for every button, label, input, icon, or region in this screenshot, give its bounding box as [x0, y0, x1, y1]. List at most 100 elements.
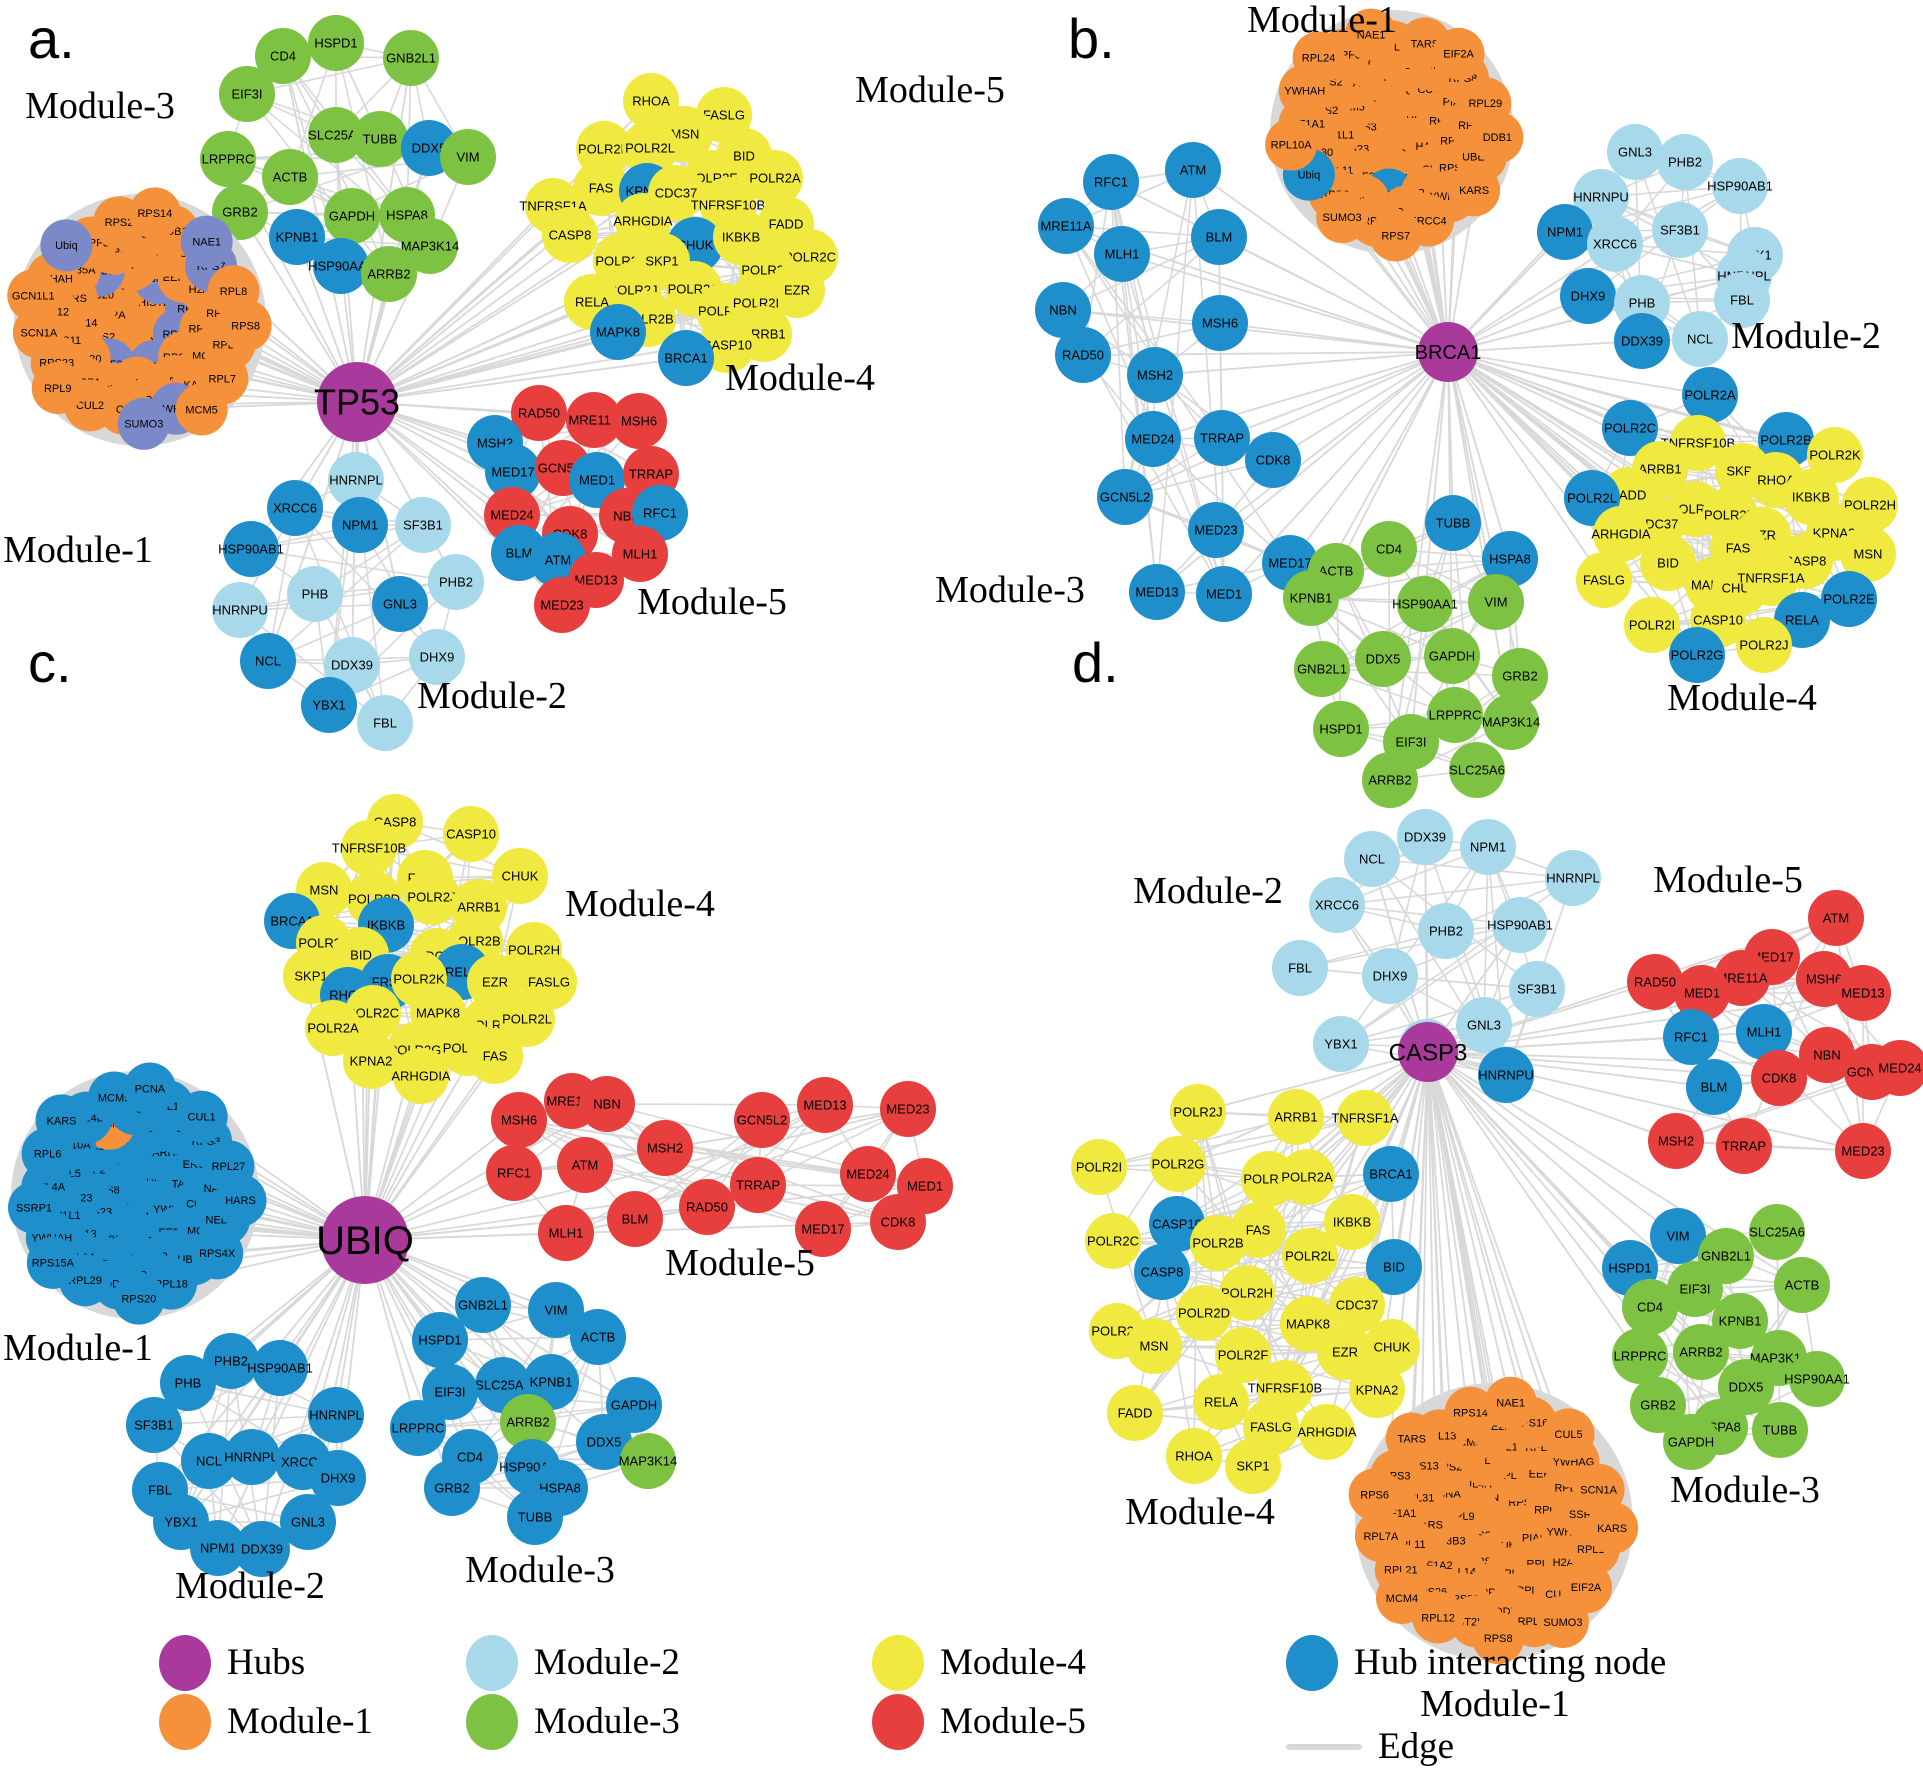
node-BLM[interactable]	[607, 1191, 663, 1247]
node-SUMO3[interactable]	[1316, 191, 1369, 244]
node-GNL3[interactable]	[1456, 997, 1512, 1053]
node-NBN[interactable]	[1035, 282, 1091, 338]
node-ATM[interactable]	[1165, 142, 1221, 198]
node-HSPA8[interactable]	[1482, 531, 1538, 587]
node-CUL5[interactable]	[1542, 1408, 1595, 1461]
node-HARS[interactable]	[214, 1174, 267, 1227]
node-GRB2[interactable]	[1630, 1377, 1686, 1433]
node-LRPPRC[interactable]	[390, 1400, 446, 1456]
hub-node-UBIQ[interactable]	[321, 1196, 409, 1284]
node-NAE1[interactable]	[1345, 8, 1398, 61]
node-SLC25A6[interactable]	[308, 107, 364, 163]
node-HSP90AA1[interactable]	[313, 238, 369, 294]
node-FAS[interactable]	[573, 160, 629, 216]
node-MCM4[interactable]	[1375, 1572, 1428, 1625]
node-RPL9[interactable]	[31, 361, 84, 414]
node-CASP10[interactable]	[443, 806, 499, 862]
node-RPS7[interactable]	[1369, 209, 1422, 262]
node-CDK8[interactable]	[1245, 432, 1301, 488]
node-CASP8[interactable]	[542, 207, 598, 263]
node-DHX9[interactable]	[1362, 948, 1418, 1004]
node-HSP90AB1[interactable]	[1712, 158, 1768, 214]
node-CHUK[interactable]	[1364, 1319, 1420, 1375]
node-NCL[interactable]	[1672, 311, 1728, 367]
node-TNFRSF1A[interactable]	[1337, 1090, 1393, 1146]
node-RPS15A[interactable]	[26, 1236, 79, 1289]
node-FBL[interactable]	[1272, 940, 1328, 996]
node-POLR2A[interactable]	[747, 150, 803, 206]
node-TRRAP[interactable]	[1716, 1118, 1772, 1174]
node-VIM[interactable]	[1650, 1208, 1706, 1264]
node-POLR2C[interactable]	[1085, 1213, 1141, 1269]
node-DDB1[interactable]	[1471, 111, 1524, 164]
node-FASLG[interactable]	[1576, 552, 1632, 608]
node-POLR2A[interactable]	[1682, 367, 1738, 423]
node-MED13[interactable]	[1835, 965, 1891, 1021]
node-MSN[interactable]	[1840, 526, 1896, 582]
node-KPNB1[interactable]	[1712, 1293, 1768, 1349]
node-RPL7A[interactable]	[1354, 1510, 1407, 1563]
node-RPS20[interactable]	[112, 1272, 165, 1325]
node-HSP90AA1[interactable]	[1789, 1351, 1845, 1407]
node-CASP8[interactable]	[1134, 1244, 1190, 1300]
node-BRCA1[interactable]	[658, 330, 714, 386]
node-NCL[interactable]	[1344, 831, 1400, 887]
node-HSP90AB1[interactable]	[1492, 897, 1548, 953]
node-CUL1[interactable]	[175, 1090, 228, 1143]
node-MSH2[interactable]	[637, 1120, 693, 1176]
node-GNB2L1[interactable]	[455, 1277, 511, 1333]
node-RPS14[interactable]	[1444, 1386, 1497, 1439]
node-VIM[interactable]	[528, 1282, 584, 1338]
node-POLR2H[interactable]	[1219, 1265, 1275, 1321]
node-TUBB[interactable]	[1425, 495, 1481, 551]
node-RPS4X[interactable]	[191, 1227, 244, 1280]
node-CHUK[interactable]	[492, 848, 548, 904]
node-GCN1L1[interactable]	[7, 269, 60, 322]
node-MED24[interactable]	[840, 1146, 896, 1202]
node-ARHGDIA[interactable]	[393, 1048, 449, 1104]
node-GRB2[interactable]	[424, 1460, 480, 1516]
node-GAPDH[interactable]	[1424, 628, 1480, 684]
node-SUMO3[interactable]	[117, 397, 170, 450]
node-POLR2J[interactable]	[1736, 617, 1792, 673]
node-KPNB1[interactable]	[1283, 570, 1339, 626]
hub-node-BRCA1[interactable]	[1418, 322, 1478, 382]
node-MSH6[interactable]	[491, 1092, 547, 1148]
node-GAPDH[interactable]	[324, 188, 380, 244]
node-POLR2D[interactable]	[1176, 1285, 1232, 1341]
node-DDX5[interactable]	[576, 1414, 632, 1470]
node-MED23[interactable]	[1188, 502, 1244, 558]
node-DHX9[interactable]	[409, 629, 465, 685]
node-RAD50[interactable]	[679, 1179, 735, 1235]
node-MED13[interactable]	[1129, 564, 1185, 620]
node-FAS[interactable]	[467, 1028, 523, 1084]
node-VIM[interactable]	[440, 129, 496, 185]
node-DDX5[interactable]	[1355, 631, 1411, 687]
node-POLR2I[interactable]	[1071, 1139, 1127, 1195]
node-NPM1[interactable]	[1460, 819, 1516, 875]
node-POLR2C[interactable]	[1602, 400, 1658, 456]
node-TRRAP[interactable]	[1194, 410, 1250, 466]
node-LRPPRC[interactable]	[1427, 687, 1483, 743]
node-CD4[interactable]	[1361, 521, 1417, 577]
node-MSH2[interactable]	[1648, 1113, 1704, 1169]
node-NPM1[interactable]	[190, 1520, 246, 1576]
node-NPM1[interactable]	[332, 497, 388, 553]
node-PCNA[interactable]	[123, 1062, 176, 1115]
node-BLM[interactable]	[1191, 209, 1247, 265]
node-GAPDH[interactable]	[606, 1377, 662, 1433]
node-Ubiq[interactable]	[40, 219, 93, 272]
node-EZR[interactable]	[467, 954, 523, 1010]
node-GNL3[interactable]	[1607, 124, 1663, 180]
node-MED23[interactable]	[534, 577, 590, 633]
node-GNL3[interactable]	[280, 1494, 336, 1550]
node-SF3B1[interactable]	[126, 1397, 182, 1453]
node-PHB[interactable]	[160, 1355, 216, 1411]
node-NAE1[interactable]	[1484, 1376, 1537, 1429]
node-POLR2G[interactable]	[1669, 627, 1725, 683]
node-GRB2[interactable]	[1492, 648, 1548, 704]
node-TUBB[interactable]	[352, 111, 408, 167]
node-MCM5[interactable]	[175, 383, 228, 436]
node-ARRB2[interactable]	[500, 1394, 556, 1450]
node-TARS[interactable]	[1385, 1412, 1438, 1465]
